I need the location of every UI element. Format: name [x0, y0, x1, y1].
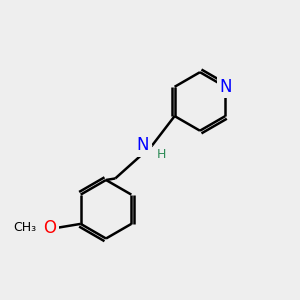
- Text: N: N: [136, 136, 149, 154]
- Text: N: N: [219, 78, 232, 96]
- Text: CH₃: CH₃: [13, 221, 36, 234]
- Text: O: O: [43, 219, 56, 237]
- Text: H: H: [157, 148, 166, 161]
